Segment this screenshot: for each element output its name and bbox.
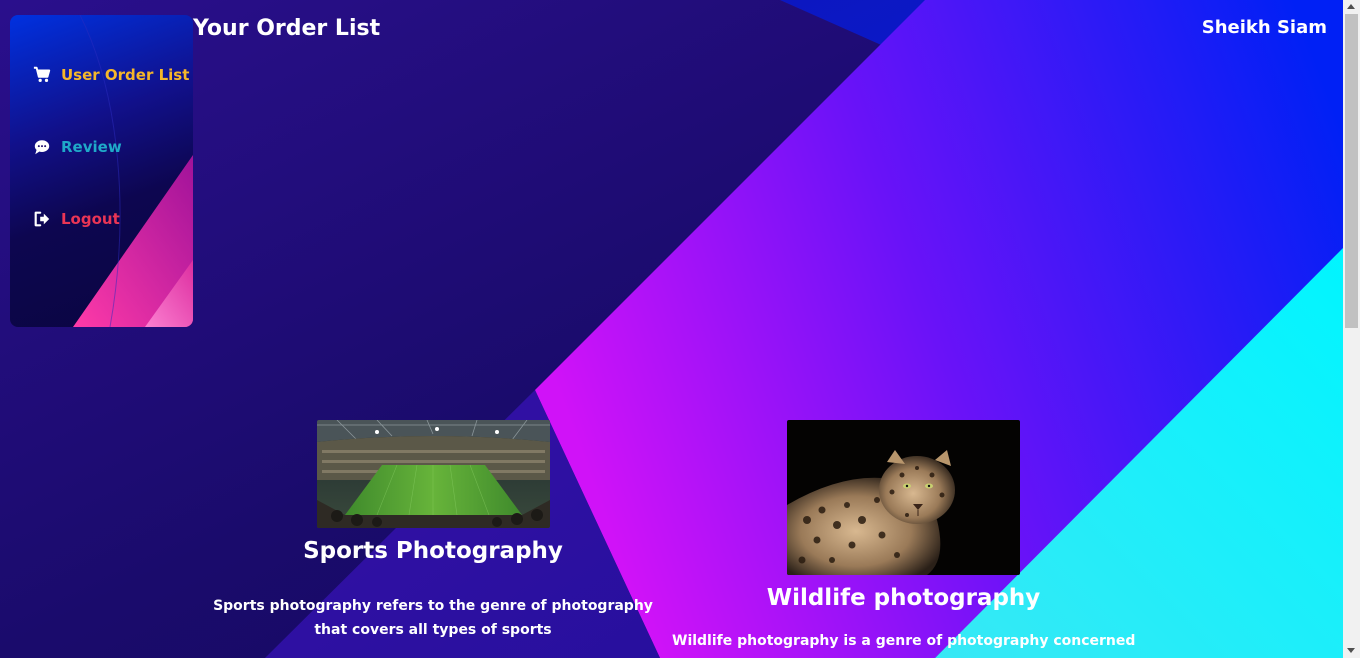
- scrollbar-thumb[interactable]: [1345, 14, 1358, 328]
- scroll-down-icon[interactable]: [1347, 648, 1355, 653]
- sidebar-item-review[interactable]: Review: [33, 138, 122, 156]
- sidebar: User Order List Review Logout: [10, 15, 193, 327]
- sidebar-item-user-order-list[interactable]: User Order List: [33, 66, 189, 84]
- sidebar-item-label: User Order List: [61, 66, 190, 84]
- leopard-image: [787, 420, 1020, 575]
- order-card-sports: Sports Photography Sports photography re…: [205, 420, 661, 642]
- comment-icon: [34, 140, 50, 155]
- order-card-title: Wildlife photography: [766, 585, 1041, 611]
- page-scrollbar[interactable]: [1343, 0, 1360, 658]
- order-card-description: Wildlife photography is a genre of photo…: [672, 633, 1136, 649]
- order-card-description: Sports photography refers to the genre o…: [213, 598, 653, 638]
- sidebar-item-label: Logout: [61, 210, 120, 228]
- order-card-wildlife: Wildlife photography Wildlife photograph…: [672, 420, 1135, 653]
- user-name: Sheikh Siam: [1201, 17, 1327, 38]
- sign-out-icon: [34, 211, 50, 227]
- sidebar-item-logout[interactable]: Logout: [33, 210, 120, 228]
- sidebar-background-graphic: [73, 15, 193, 327]
- cart-icon: [33, 66, 51, 83]
- scroll-up-icon[interactable]: [1347, 4, 1355, 9]
- sidebar-item-label: Review: [61, 138, 122, 156]
- stadium-image: [316, 420, 550, 528]
- order-card-title: Sports Photography: [303, 538, 563, 564]
- page-title: Your Order List: [193, 16, 381, 41]
